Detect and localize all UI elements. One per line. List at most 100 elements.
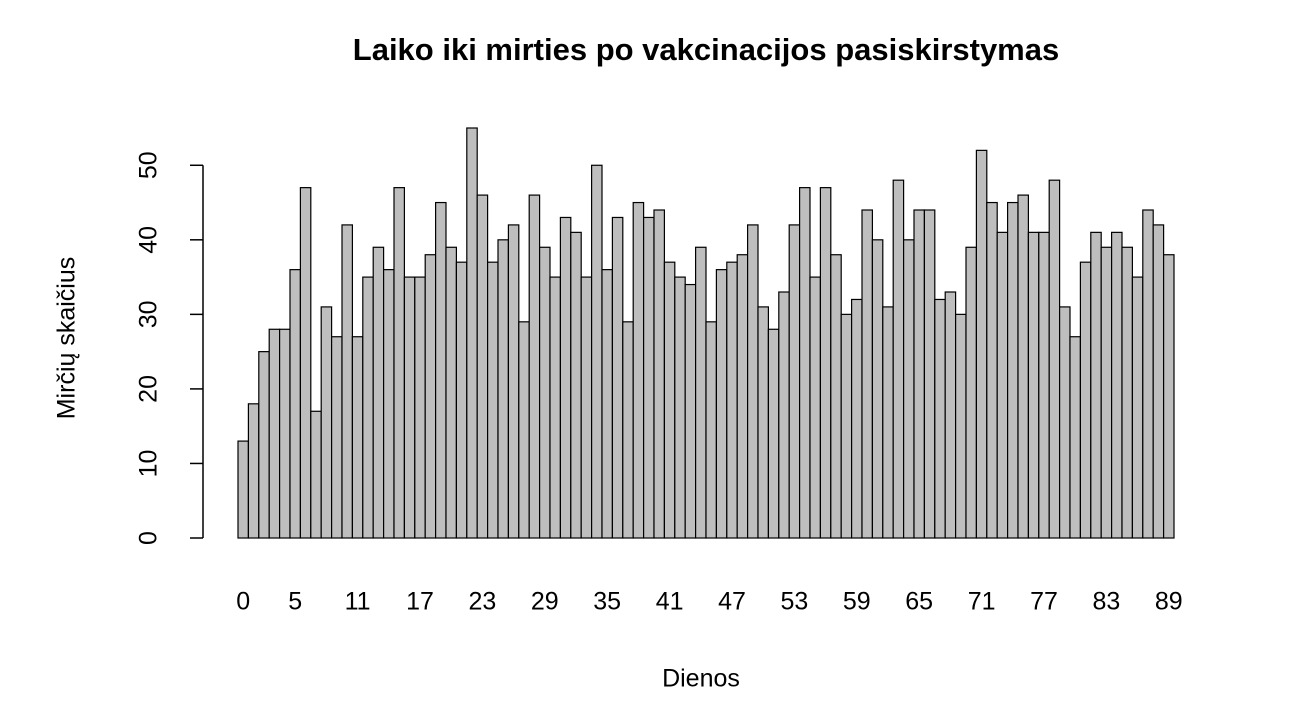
y-tick-label: 20 — [135, 375, 163, 403]
x-tick-label: 23 — [468, 588, 496, 616]
y-tick-label: 50 — [135, 151, 163, 179]
bar — [414, 276, 426, 539]
y-tick-label: 30 — [135, 300, 163, 328]
bar — [487, 261, 499, 539]
x-tick-label: 5 — [288, 588, 302, 616]
bar — [1006, 201, 1019, 539]
bar — [601, 269, 613, 539]
bar — [830, 254, 842, 539]
bar — [279, 328, 291, 539]
bar — [850, 298, 863, 539]
bar — [590, 164, 603, 539]
bar — [1110, 231, 1123, 539]
x-tick-label: 71 — [968, 588, 996, 616]
bar — [986, 201, 998, 539]
bar — [518, 321, 530, 539]
bar — [268, 328, 281, 539]
bar — [892, 179, 905, 539]
x-tick-label: 0 — [236, 588, 250, 616]
bar — [331, 336, 343, 539]
bar — [403, 276, 416, 539]
bar — [1121, 246, 1133, 539]
bar — [809, 276, 821, 539]
bar — [445, 246, 457, 539]
bar — [840, 313, 853, 539]
bar — [1142, 209, 1154, 539]
bar — [424, 254, 437, 539]
bar — [663, 261, 676, 539]
x-axis-label: Dienos — [662, 665, 740, 693]
bar — [258, 351, 270, 539]
bar — [975, 149, 988, 539]
bar — [362, 276, 374, 539]
bar — [1058, 306, 1071, 539]
bar — [684, 283, 697, 539]
x-tick-label: 65 — [905, 588, 933, 616]
bar — [746, 224, 759, 539]
bar — [996, 231, 1009, 539]
bar — [372, 246, 385, 539]
x-tick-label: 17 — [406, 588, 434, 616]
y-tick-label: 40 — [135, 226, 163, 254]
x-tick-label: 83 — [1092, 588, 1120, 616]
x-tick-label: 11 — [345, 588, 371, 616]
x-tick-label: 89 — [1155, 588, 1183, 616]
bar — [871, 239, 884, 539]
bar — [383, 269, 395, 539]
bar — [1069, 336, 1081, 539]
bar — [632, 201, 645, 539]
bar — [476, 194, 489, 539]
bar — [923, 209, 936, 539]
x-tick-label: 59 — [843, 588, 871, 616]
bar — [1027, 231, 1040, 539]
bar — [705, 321, 717, 539]
bar — [788, 224, 801, 539]
bar — [694, 246, 707, 539]
y-tick-label: 0 — [135, 531, 163, 545]
bar — [1100, 246, 1113, 539]
bar — [559, 216, 572, 539]
bar — [715, 269, 728, 539]
bar — [1162, 254, 1175, 539]
bar — [455, 261, 468, 539]
bar — [310, 410, 322, 539]
y-tick-label: 10 — [135, 450, 163, 478]
bar — [497, 239, 509, 539]
bar — [580, 276, 593, 539]
x-tick-label: 77 — [1030, 588, 1058, 616]
bar — [861, 209, 873, 539]
x-tick-label: 53 — [780, 588, 808, 616]
bar — [934, 298, 946, 539]
bar — [611, 216, 624, 539]
chart-title: Laiko iki mirties po vakcinacijos pasisk… — [353, 32, 1059, 67]
bar — [1048, 179, 1061, 539]
bar — [767, 328, 780, 539]
bar — [882, 306, 894, 539]
bar — [1079, 261, 1092, 539]
bar — [538, 246, 551, 539]
bar — [237, 440, 249, 539]
bar — [549, 276, 561, 539]
bar — [1038, 231, 1050, 539]
bar — [819, 187, 832, 539]
bar — [1131, 276, 1144, 539]
y-axis-label: Mirčių skaičius — [53, 257, 81, 420]
x-tick-label: 41 — [656, 588, 684, 616]
bar — [726, 261, 738, 539]
bar — [913, 209, 925, 539]
bar — [320, 306, 333, 539]
bar — [351, 336, 364, 539]
x-tick-label: 29 — [531, 588, 559, 616]
bar — [757, 306, 769, 539]
x-tick-label: 35 — [593, 588, 621, 616]
bar — [1017, 194, 1029, 539]
x-tick-label: 47 — [718, 588, 746, 616]
bar — [778, 291, 790, 539]
bar — [642, 216, 655, 539]
bar — [954, 313, 967, 539]
bar — [435, 201, 447, 539]
bar — [570, 231, 582, 539]
bar — [299, 187, 312, 539]
bar — [902, 239, 915, 539]
bar — [944, 291, 957, 539]
